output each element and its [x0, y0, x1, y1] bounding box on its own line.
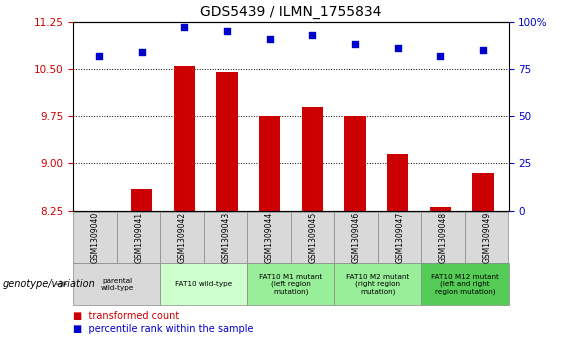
Point: [137, 49, 146, 55]
Text: GSM1309040: GSM1309040: [91, 212, 99, 264]
Title: GDS5439 / ILMN_1755834: GDS5439 / ILMN_1755834: [200, 5, 382, 19]
Bar: [472, 173, 494, 211]
Point: [265, 36, 274, 42]
Text: FAT10 M12 mutant
(left and right
region mutation): FAT10 M12 mutant (left and right region …: [431, 274, 499, 294]
Point: [223, 28, 232, 34]
Text: ■  percentile rank within the sample: ■ percentile rank within the sample: [73, 323, 254, 334]
Bar: [387, 154, 408, 211]
Text: GSM1309043: GSM1309043: [221, 212, 230, 264]
Text: GSM1309046: GSM1309046: [352, 212, 360, 264]
Text: FAT10 M1 mutant
(left region
mutation): FAT10 M1 mutant (left region mutation): [259, 274, 323, 294]
Bar: [302, 107, 323, 211]
Text: GSM1309045: GSM1309045: [308, 212, 317, 264]
Text: FAT10 M2 mutant
(right region
mutation): FAT10 M2 mutant (right region mutation): [346, 274, 410, 294]
Point: [393, 45, 402, 51]
Text: GSM1309047: GSM1309047: [396, 212, 404, 264]
Point: [479, 47, 488, 53]
Bar: [216, 72, 238, 211]
Bar: [173, 66, 195, 211]
Point: [180, 25, 189, 30]
Point: [308, 32, 317, 38]
Point: [436, 53, 445, 59]
Text: parental
wild-type: parental wild-type: [100, 278, 134, 290]
Text: GSM1309049: GSM1309049: [483, 212, 491, 264]
Bar: [429, 207, 451, 211]
Text: GSM1309044: GSM1309044: [265, 212, 273, 264]
Bar: [344, 116, 366, 211]
Text: GSM1309042: GSM1309042: [178, 212, 186, 263]
Text: GSM1309048: GSM1309048: [439, 212, 447, 263]
Text: FAT10 wild-type: FAT10 wild-type: [175, 281, 233, 287]
Text: GSM1309041: GSM1309041: [134, 212, 143, 263]
Text: genotype/variation: genotype/variation: [3, 279, 95, 289]
Bar: [259, 116, 280, 211]
Point: [94, 53, 103, 59]
Bar: [131, 188, 153, 211]
Text: ■  transformed count: ■ transformed count: [73, 311, 180, 321]
Point: [350, 41, 359, 47]
